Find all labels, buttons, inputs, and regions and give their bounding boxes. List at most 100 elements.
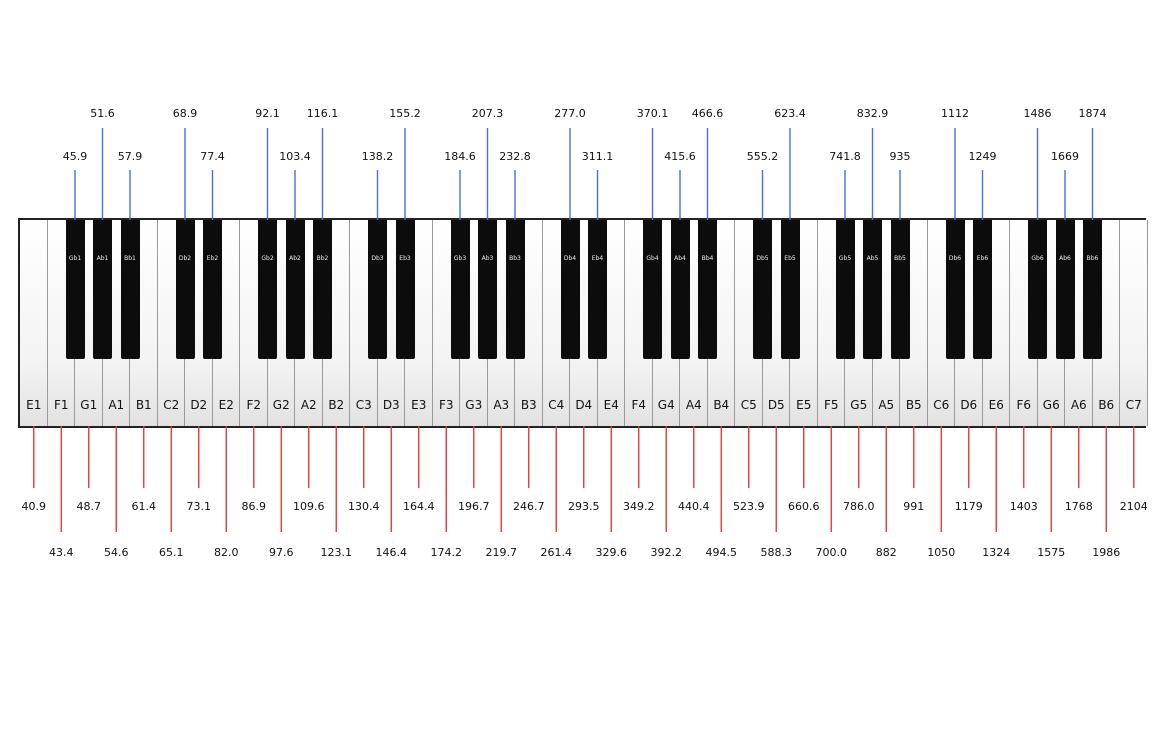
white-key-frequency: 130.4 <box>348 500 380 513</box>
black-key-ab2[interactable] <box>285 220 305 359</box>
black-key-label: Bb5 <box>894 255 906 262</box>
white-key-label: F1 <box>53 398 69 412</box>
white-key-label: B5 <box>905 398 922 412</box>
black-key-gb6[interactable] <box>1028 220 1047 359</box>
white-key-frequency: 991 <box>903 500 925 513</box>
black-key-frequency: 1486 <box>1023 107 1052 120</box>
black-key-eb3[interactable] <box>395 220 415 359</box>
black-key-label: Eb2 <box>206 255 219 262</box>
black-key-frequency: 555.2 <box>746 150 779 163</box>
white-key-frequency: 219.7 <box>485 546 518 559</box>
black-key-label: Gb4 <box>646 255 659 262</box>
black-key-db2[interactable] <box>175 220 195 359</box>
white-key-frequency: 146.4 <box>375 546 408 559</box>
white-key-label: E3 <box>411 398 427 412</box>
black-key-ab1[interactable] <box>93 220 112 359</box>
white-key-label: B6 <box>1098 398 1115 412</box>
white-key-label: A6 <box>1070 398 1087 412</box>
black-key-label: Eb6 <box>976 255 989 262</box>
white-key-c7[interactable] <box>1120 220 1148 426</box>
black-key-label: Ab3 <box>481 255 494 262</box>
white-key-label: E2 <box>218 398 234 412</box>
black-key-frequency: 57.9 <box>117 150 143 163</box>
white-key-frequency: 246.7 <box>513 500 545 513</box>
black-key-bb6[interactable] <box>1083 220 1102 359</box>
white-key-frequency: 65.1 <box>159 546 184 559</box>
black-key-gb2[interactable] <box>258 220 277 359</box>
white-key-label: F4 <box>631 398 647 412</box>
white-key-label: A5 <box>878 398 895 412</box>
white-key-frequency: 392.2 <box>650 546 683 559</box>
black-key-frequency: 1249 <box>968 150 997 163</box>
black-key-eb5[interactable] <box>780 220 800 359</box>
black-key-db3[interactable] <box>368 220 387 359</box>
black-key-label: Gb1 <box>68 255 82 262</box>
black-key-label: Db4 <box>563 255 577 262</box>
black-key-bb3[interactable] <box>505 220 525 359</box>
black-key-label: Db5 <box>756 255 769 262</box>
white-key-frequency: 293.5 <box>568 500 600 513</box>
black-key-bb1[interactable] <box>120 220 140 359</box>
black-key-frequency: 1112 <box>941 107 969 120</box>
white-key-label: D5 <box>767 398 785 412</box>
white-key-label: F6 <box>1016 398 1032 412</box>
black-key-ab5[interactable] <box>863 220 882 359</box>
white-key-label: F2 <box>246 398 262 412</box>
black-key-bb2[interactable] <box>313 220 332 359</box>
black-key-ab4[interactable] <box>670 220 690 359</box>
black-key-gb1[interactable] <box>65 220 85 359</box>
black-key-db6[interactable] <box>945 220 965 359</box>
black-key-frequency: 935 <box>889 150 911 163</box>
white-key-label: F3 <box>438 398 454 412</box>
black-key-label: Ab2 <box>289 255 301 262</box>
white-key-label: C7 <box>1125 398 1142 412</box>
white-key-frequency: 97.6 <box>269 546 294 559</box>
black-key-label: Eb5 <box>784 255 796 262</box>
black-key-label: Bb6 <box>1086 255 1099 262</box>
white-key-label: A3 <box>493 398 510 412</box>
white-key-frequency: 2104 <box>1119 500 1148 513</box>
black-key-label: Gb5 <box>838 255 852 262</box>
black-key-bb4[interactable] <box>698 220 717 359</box>
black-key-label: Bb4 <box>701 255 714 262</box>
black-key-ab6[interactable] <box>1055 220 1075 359</box>
white-key-label: D4 <box>575 398 593 412</box>
black-key-db5[interactable] <box>753 220 772 359</box>
black-key-frequency: 155.2 <box>389 107 421 120</box>
black-key-gb4[interactable] <box>643 220 662 359</box>
white-key-label: G1 <box>80 398 98 412</box>
black-key-frequency: 116.1 <box>306 107 339 120</box>
black-key-ab3[interactable] <box>478 220 497 359</box>
black-key-frequency: 1874 <box>1078 107 1107 120</box>
white-key-label: A1 <box>108 398 125 412</box>
black-key-db4[interactable] <box>560 220 580 359</box>
white-key-label: E1 <box>26 398 42 412</box>
white-key-frequency: 660.6 <box>788 500 820 513</box>
black-key-bb5[interactable] <box>890 220 910 359</box>
white-key-frequency: 196.7 <box>458 500 490 513</box>
black-key-frequency: 1669 <box>1051 150 1079 163</box>
white-key-frequency: 1324 <box>982 546 1011 559</box>
black-key-gb3[interactable] <box>450 220 470 359</box>
white-key-label: G5 <box>850 398 868 412</box>
black-key-gb5[interactable] <box>835 220 855 359</box>
white-key-label: F5 <box>823 398 839 412</box>
black-key-eb6[interactable] <box>973 220 992 359</box>
black-key-eb2[interactable] <box>203 220 222 359</box>
white-key-label: E6 <box>988 398 1004 412</box>
black-key-frequency: 68.9 <box>172 107 198 120</box>
white-key-frequency: 588.3 <box>760 546 793 559</box>
white-key-frequency: 82.0 <box>214 546 239 559</box>
black-key-label: Ab4 <box>674 255 686 262</box>
white-key-e1[interactable] <box>20 220 48 426</box>
black-key-eb4[interactable] <box>588 220 607 359</box>
white-key-label: A2 <box>300 398 317 412</box>
white-key-frequency: 1575 <box>1037 546 1066 559</box>
white-key-frequency: 54.6 <box>104 546 129 559</box>
white-key-label: C2 <box>163 398 180 412</box>
black-key-frequency: 370.1 <box>636 107 669 120</box>
black-key-label: Ab6 <box>1059 255 1071 262</box>
white-key-label: B1 <box>135 398 152 412</box>
black-key-frequency: 623.4 <box>774 107 806 120</box>
